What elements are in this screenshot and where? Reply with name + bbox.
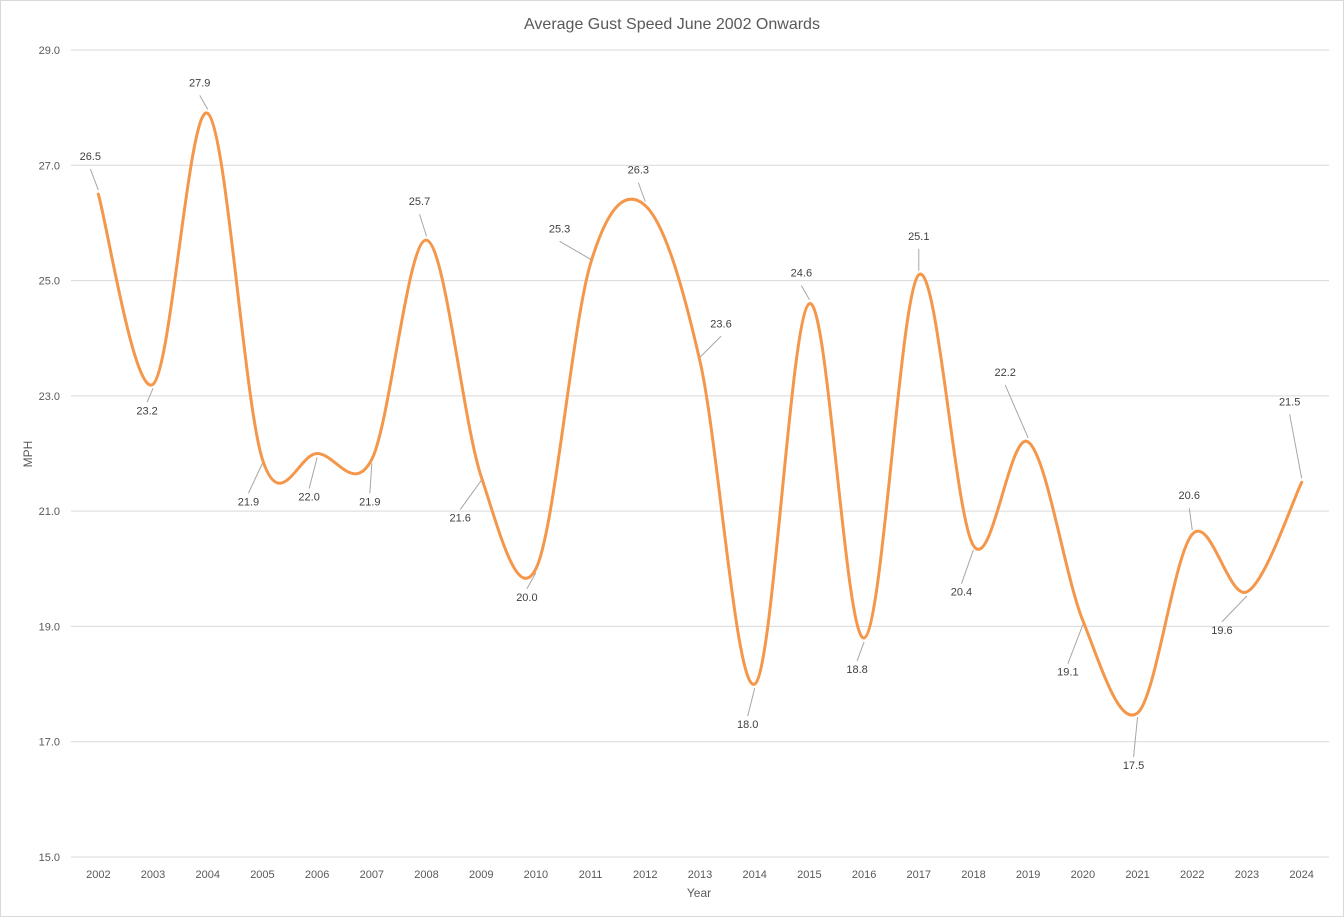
x-tick-label: 2024 <box>1289 869 1313 881</box>
y-tick-label: 19.0 <box>39 621 60 633</box>
x-tick-label: 2003 <box>141 869 165 881</box>
data-label-leader <box>526 572 537 590</box>
series-line <box>96 111 1304 717</box>
data-label-leader <box>146 388 154 403</box>
data-label-leader <box>419 214 427 237</box>
y-tick-label: 17.0 <box>39 737 60 749</box>
x-tick-label: 2021 <box>1125 869 1149 881</box>
data-label: 23.6 <box>710 318 731 330</box>
data-label: 20.0 <box>516 592 537 604</box>
x-tick-label: 2007 <box>360 869 384 881</box>
data-label-leader <box>459 480 482 510</box>
data-label: 18.0 <box>737 719 758 731</box>
x-tick-label: 2019 <box>1016 869 1040 881</box>
data-label-leader <box>1289 414 1303 479</box>
data-label: 22.2 <box>994 367 1015 379</box>
x-tick-label: 2002 <box>86 869 110 881</box>
x-tick-label: 2009 <box>469 869 493 881</box>
data-label: 26.5 <box>80 151 101 163</box>
data-label: 22.0 <box>298 492 319 504</box>
data-labels: 26.5 23.2 27.9 21.9 22.0 21.9 25.7 21.6 20.0 25.3… <box>80 77 1301 771</box>
x-tick-label: 2018 <box>961 869 985 881</box>
data-label-leaders <box>89 95 1303 757</box>
data-label: 20.6 <box>1179 490 1200 502</box>
data-label: 19.6 <box>1211 625 1232 637</box>
gridlines <box>71 49 1329 858</box>
data-label: 27.9 <box>189 77 210 89</box>
data-label: 21.5 <box>1279 396 1300 408</box>
data-label: 25.7 <box>409 196 430 208</box>
x-axis-title: Year <box>687 886 711 900</box>
x-tick-label: 2023 <box>1235 869 1259 881</box>
data-label: 24.6 <box>791 268 812 280</box>
x-tick-label: 2011 <box>579 869 603 881</box>
data-label: 25.1 <box>908 231 929 243</box>
data-label-leader <box>1067 624 1084 664</box>
x-tick-label: 2006 <box>305 869 329 881</box>
x-tick-label: 2010 <box>524 869 548 881</box>
x-tick-label: 2022 <box>1180 869 1204 881</box>
y-tick-label: 25.0 <box>39 276 60 288</box>
data-label-leader <box>1221 595 1248 623</box>
data-label-leader <box>1133 716 1139 757</box>
x-tick-label: 2008 <box>414 869 438 881</box>
data-label-leader <box>1004 384 1029 439</box>
x-tick-label: 2012 <box>633 869 657 881</box>
data-label: 21.9 <box>238 496 259 508</box>
x-tick-label: 2005 <box>250 869 274 881</box>
data-label-leader <box>199 95 209 110</box>
data-label-leader <box>699 335 722 358</box>
data-label-leader <box>247 463 263 494</box>
x-tick-labels: 2002 2003 2004 2005 2006 2007 2008 2009 2010 2011… <box>86 869 1314 881</box>
data-label: 20.4 <box>951 587 972 599</box>
data-label: 21.9 <box>359 496 380 508</box>
x-tick-label: 2004 <box>195 869 219 881</box>
chart-title: Average Gust Speed June 2002 Onwards <box>524 16 820 33</box>
data-label-leader <box>1188 508 1193 531</box>
y-tick-label: 29.0 <box>39 45 60 57</box>
x-tick-label: 2020 <box>1071 869 1095 881</box>
data-label: 18.8 <box>846 664 867 676</box>
data-label-leader <box>856 641 865 662</box>
data-label-leader <box>961 549 974 584</box>
data-label: 23.2 <box>136 405 157 417</box>
data-label-leader <box>369 463 373 494</box>
x-tick-label: 2017 <box>907 869 931 881</box>
data-label: 19.1 <box>1057 667 1078 679</box>
y-tick-label: 21.0 <box>39 506 60 518</box>
y-tick-label: 15.0 <box>39 852 60 864</box>
y-tick-label: 27.0 <box>39 160 60 172</box>
data-label-leader <box>308 457 318 489</box>
y-tick-label: 23.0 <box>39 391 60 403</box>
data-label-leader <box>747 687 756 717</box>
data-label-leader <box>800 285 810 300</box>
x-tick-label: 2015 <box>797 869 821 881</box>
data-label: 25.3 <box>549 223 570 235</box>
data-label: 17.5 <box>1123 760 1144 772</box>
data-label-leader <box>559 240 591 260</box>
y-tick-labels: 15.0 17.0 19.0 21.0 23.0 25.0 27.0 29.0 <box>39 45 60 864</box>
data-label: 21.6 <box>450 513 471 525</box>
x-tick-label: 2016 <box>852 869 876 881</box>
x-tick-label: 2014 <box>742 869 766 881</box>
x-tick-label: 2013 <box>688 869 712 881</box>
data-label-leader <box>89 168 99 191</box>
y-axis-title: MPH <box>21 441 35 468</box>
data-label: 26.3 <box>628 165 649 177</box>
data-label-leader <box>637 182 646 202</box>
